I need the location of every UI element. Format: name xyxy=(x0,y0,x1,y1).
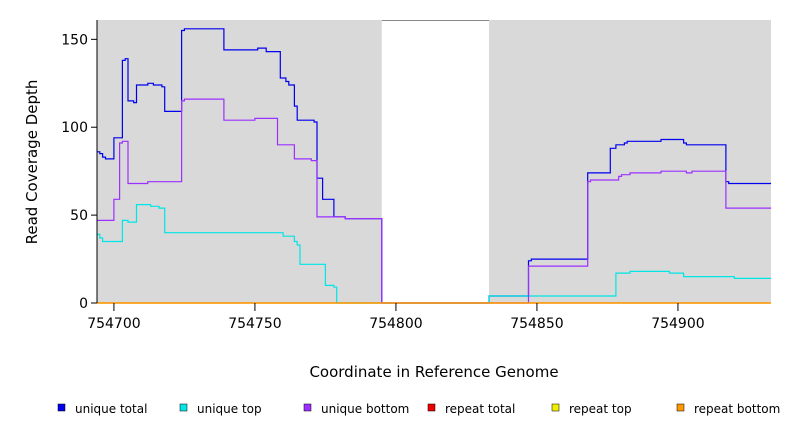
y-tick-label: 50 xyxy=(70,208,88,224)
legend: unique total unique top unique bottom repea… xyxy=(57,402,780,416)
legend-label-unique-bottom: unique bottom xyxy=(321,402,409,416)
y-tick-label: 100 xyxy=(61,120,88,136)
series-line-unique-top xyxy=(97,204,771,304)
plot-background-layer xyxy=(97,20,771,303)
series-line-unique-total xyxy=(97,28,771,304)
x-tick-label: 754800 xyxy=(369,316,422,332)
y-tick-label: 0 xyxy=(79,296,88,312)
x-tick-label: 754900 xyxy=(651,316,704,332)
series-line-unique-bottom xyxy=(97,98,771,304)
legend-swatch-repeat-top xyxy=(551,403,560,412)
legend-swatch-unique-top xyxy=(179,403,188,412)
legend-label-unique-top: unique top xyxy=(197,402,262,416)
plot-background-left xyxy=(97,20,382,303)
legend-label-repeat-top: repeat top xyxy=(569,402,632,416)
series-layer xyxy=(97,28,771,304)
plot-background-right xyxy=(488,20,771,303)
legend-label-unique-total: unique total xyxy=(75,402,147,416)
axes-layer: 0 50 100 150 754700 754750 754800 754850 754900 xyxy=(61,20,705,332)
legend-swatch-repeat-total xyxy=(427,403,436,412)
legend-swatch-unique-bottom xyxy=(303,403,312,412)
x-axis-title: Coordinate in Reference Genome xyxy=(309,363,558,381)
x-tick-label: 754750 xyxy=(228,316,281,332)
legend-label-repeat-bottom: repeat bottom xyxy=(694,402,780,416)
x-tick-label: 754850 xyxy=(510,316,563,332)
y-tick-label: 150 xyxy=(61,32,88,48)
y-axis-title: Read Coverage Depth xyxy=(23,80,41,245)
legend-label-repeat-total: repeat total xyxy=(445,402,515,416)
legend-swatch-unique-total xyxy=(57,403,66,412)
legend-swatch-repeat-bottom xyxy=(676,403,685,412)
x-tick-label: 754700 xyxy=(87,316,140,332)
